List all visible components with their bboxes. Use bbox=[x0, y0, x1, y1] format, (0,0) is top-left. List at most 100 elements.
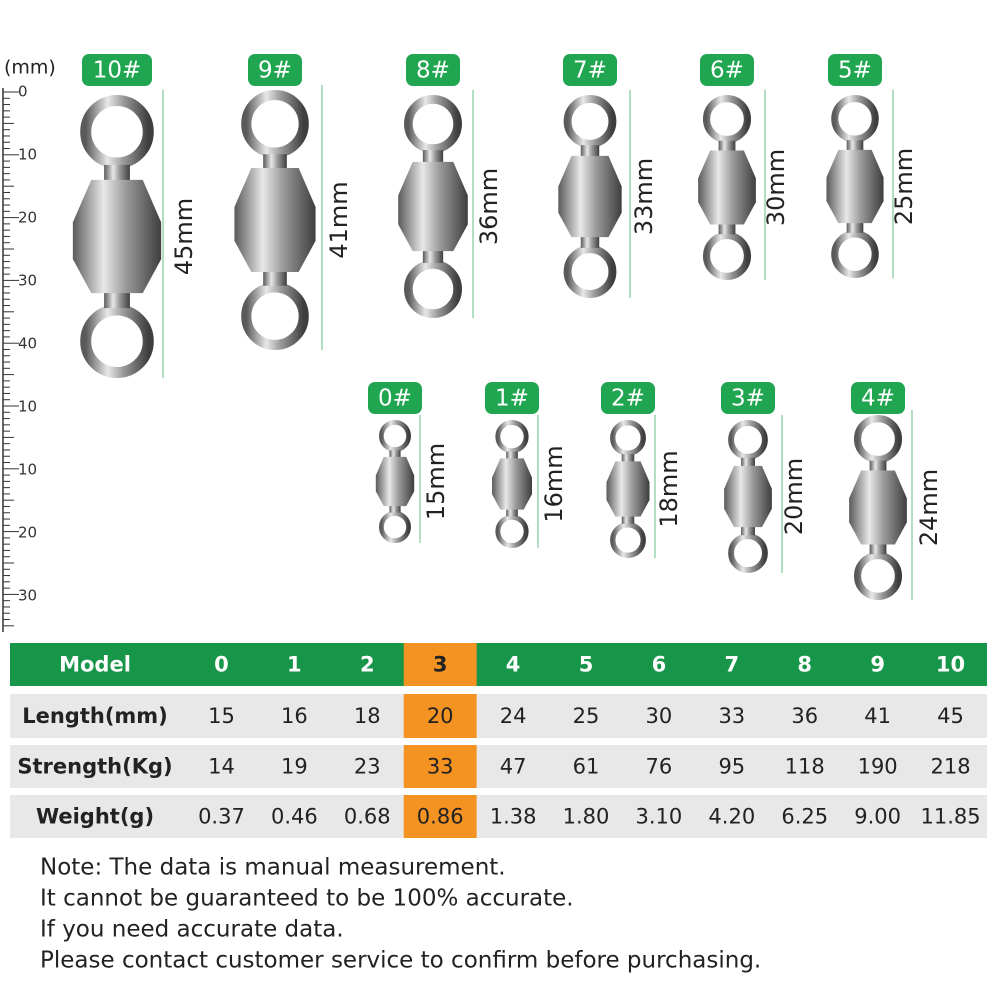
barrel bbox=[234, 168, 316, 272]
table-cell: 18 bbox=[354, 704, 381, 728]
ring bbox=[831, 94, 879, 143]
model-badge bbox=[368, 382, 422, 414]
model-badge bbox=[828, 54, 882, 86]
swivel: 2# 18mm bbox=[601, 382, 683, 558]
ring bbox=[379, 511, 411, 544]
length-label: 45mm bbox=[170, 198, 198, 275]
highlight-cell bbox=[403, 745, 477, 788]
table-cell: 9.00 bbox=[854, 805, 901, 829]
swivel: 1# 16mm bbox=[485, 382, 568, 549]
table-cell: 0.46 bbox=[271, 805, 318, 829]
swivel: 9# 41mm bbox=[234, 54, 353, 351]
model-label: 3# bbox=[731, 386, 765, 412]
model-label: 2# bbox=[611, 386, 645, 412]
table-header-cell: 1 bbox=[287, 653, 302, 677]
table-cell: 218 bbox=[930, 755, 970, 779]
table-header-cell: 9 bbox=[870, 653, 885, 677]
table-cell: 33 bbox=[427, 755, 454, 779]
length-label: 30mm bbox=[762, 149, 790, 226]
table-cell: 1.38 bbox=[490, 805, 537, 829]
length-label: 41mm bbox=[325, 181, 353, 258]
model-label: 1# bbox=[495, 386, 529, 412]
model-badge bbox=[485, 382, 539, 414]
length-label: 18mm bbox=[655, 450, 683, 527]
ring bbox=[495, 420, 529, 454]
ring bbox=[80, 94, 154, 169]
model-label: 9# bbox=[258, 58, 292, 84]
table-cell: 47 bbox=[500, 755, 527, 779]
ring bbox=[702, 231, 752, 280]
barrel bbox=[849, 470, 907, 545]
swivel: 6# 30mm bbox=[698, 54, 790, 280]
swivel: 7# 33mm bbox=[558, 54, 658, 298]
ring bbox=[404, 260, 462, 319]
table-header-cell: 4 bbox=[506, 653, 521, 677]
ring bbox=[563, 94, 617, 148]
table-cell: 118 bbox=[785, 755, 825, 779]
length-label: 24mm bbox=[915, 469, 943, 546]
ring bbox=[241, 282, 309, 351]
table-header-cell: 2 bbox=[360, 653, 375, 677]
model-label: 10# bbox=[93, 58, 142, 84]
model-label: 8# bbox=[416, 58, 450, 84]
ring bbox=[728, 533, 768, 573]
swivel: 10# 45mm bbox=[72, 54, 198, 378]
length-label: 25mm bbox=[890, 148, 918, 225]
table-cell: 41 bbox=[864, 704, 891, 728]
length-label: 33mm bbox=[630, 158, 658, 235]
note-line: It cannot be guaranteed to be 100% accur… bbox=[40, 886, 574, 912]
ring bbox=[853, 551, 903, 601]
table-cell: 76 bbox=[646, 755, 673, 779]
model-label: 4# bbox=[861, 386, 895, 412]
ring bbox=[610, 522, 646, 558]
table-cell: 25 bbox=[573, 704, 600, 728]
table-cell: 20 bbox=[427, 704, 454, 728]
model-badge bbox=[700, 54, 754, 86]
barrel bbox=[606, 461, 650, 517]
ring bbox=[563, 245, 617, 298]
table-cell: 14 bbox=[208, 755, 235, 779]
table-cell: 45 bbox=[937, 704, 964, 728]
model-badge bbox=[851, 382, 905, 414]
barrel bbox=[398, 161, 468, 252]
table-cell: 6.25 bbox=[781, 805, 828, 829]
table-row-bg bbox=[10, 795, 987, 838]
barrel bbox=[492, 458, 532, 510]
table-cell: 11.85 bbox=[920, 805, 980, 829]
barrel bbox=[375, 456, 415, 507]
highlight-cell bbox=[403, 694, 477, 738]
model-badge bbox=[563, 54, 617, 86]
model-label: 6# bbox=[710, 58, 744, 84]
table-cell: 61 bbox=[573, 755, 600, 779]
ring bbox=[853, 414, 903, 464]
ruler-unit: (mm) bbox=[4, 57, 56, 79]
swivel: 8# 36mm bbox=[398, 54, 503, 319]
table-cell: 16 bbox=[281, 704, 308, 728]
barrel bbox=[698, 150, 756, 225]
model-label: 0# bbox=[378, 386, 412, 412]
model-label: 5# bbox=[838, 58, 872, 84]
length-label: 20mm bbox=[780, 458, 808, 535]
swivel: 4# 24mm bbox=[849, 382, 943, 601]
model-badge bbox=[406, 54, 460, 86]
swivel: 3# 20mm bbox=[721, 382, 808, 573]
table-cell: 36 bbox=[791, 704, 818, 728]
barrel bbox=[724, 465, 772, 528]
table-cell: Weight(g) bbox=[36, 805, 154, 829]
note-line: Please contact customer service to confi… bbox=[40, 948, 761, 974]
ring bbox=[702, 95, 752, 144]
ring bbox=[379, 419, 411, 452]
ruler-label: 30 bbox=[18, 587, 37, 605]
barrel bbox=[72, 179, 162, 294]
table-header-cell: 6 bbox=[652, 653, 667, 677]
table-header-cell: 7 bbox=[725, 653, 740, 677]
table-header-cell: 10 bbox=[936, 653, 965, 677]
table-cell: 190 bbox=[858, 755, 898, 779]
model-badge bbox=[721, 382, 775, 414]
ruler-label: 10 bbox=[18, 146, 37, 164]
ring bbox=[241, 90, 309, 158]
swivel: 5# 25mm bbox=[826, 54, 918, 279]
note-line: If you need accurate data. bbox=[40, 917, 344, 943]
